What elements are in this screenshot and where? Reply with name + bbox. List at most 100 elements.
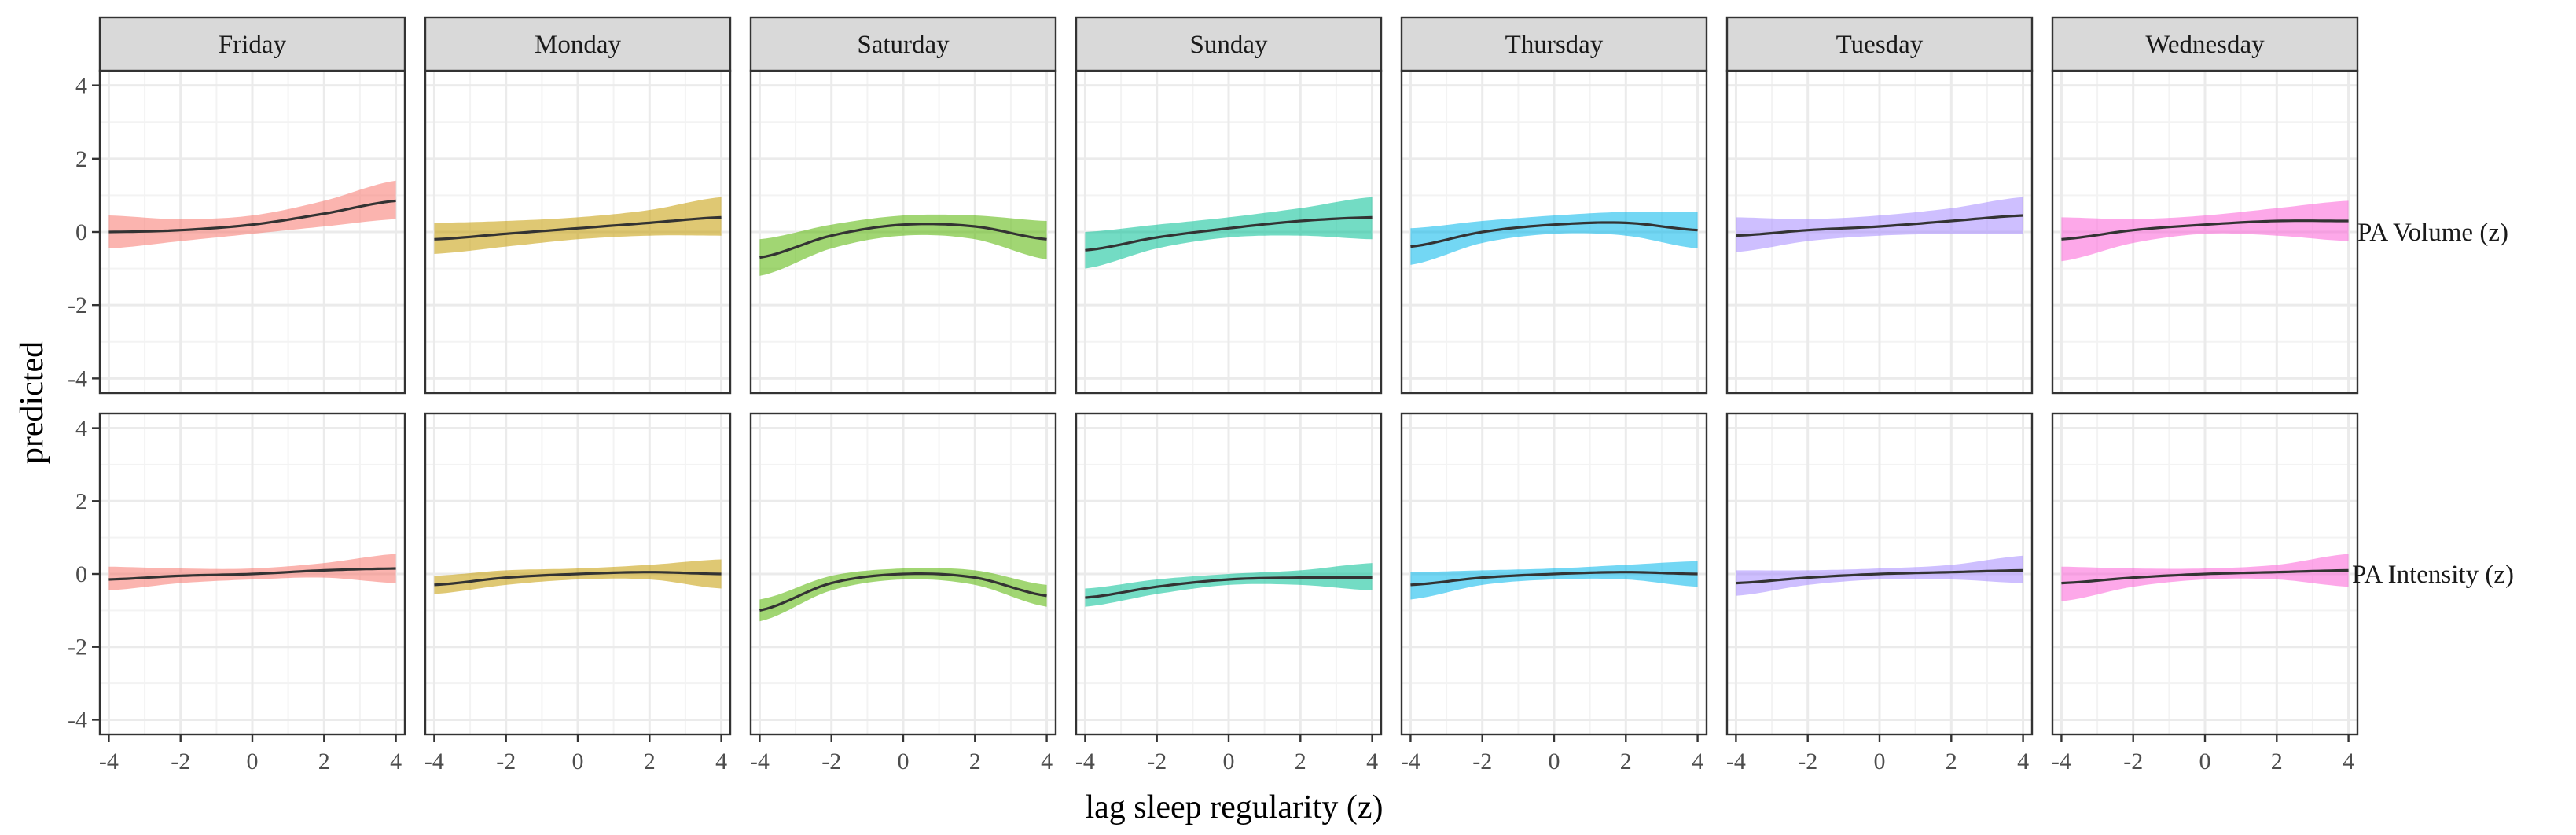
- x-tick-label: -2: [171, 749, 190, 774]
- panel-pa-intensity-z-thursday: -4 -2 0 2 4: [1400, 412, 1708, 774]
- x-tick-label: 0: [2199, 749, 2211, 774]
- facet-strip-label-wednesday: Wednesday: [2145, 31, 2265, 59]
- facet-strip-saturday: [749, 16, 1057, 72]
- fit-line-pa-intensity-z-friday: [108, 567, 396, 581]
- fit-line-pa-intensity-z-thursday: [1410, 571, 1698, 587]
- fit-line-pa-volume-z-sunday: [1085, 215, 1373, 252]
- panel-pa-volume-z-monday: Monday: [424, 16, 732, 395]
- x-tick-label: -4: [424, 749, 444, 774]
- x-tick-label: 4: [390, 749, 402, 774]
- panel-pa-intensity-z-tuesday: -4 -2 0 2 4: [1725, 412, 2034, 774]
- x-tick-label: -4: [1726, 749, 1746, 774]
- panel-pa-intensity-z-saturday: -4 -2 0 2 4: [749, 412, 1057, 774]
- y-tick-label: 4: [75, 416, 87, 442]
- x-tick-label: 4: [1041, 749, 1053, 774]
- facet-strip-label-monday: Monday: [535, 31, 621, 59]
- confidence-band-pa-volume-z-sunday: [1085, 197, 1373, 269]
- x-tick-label: 2: [318, 749, 330, 774]
- y-tick-label: 2: [75, 488, 87, 514]
- panel-pa-intensity-z-friday: -4 -2 0 2 4 -4 -2 0 2 4: [68, 412, 406, 774]
- panel-pa-intensity-z-monday: -4 -2 0 2 4: [424, 412, 732, 774]
- fit-line-pa-volume-z-monday: [434, 215, 722, 241]
- facet-strip-sunday: [1075, 16, 1383, 72]
- x-tick-label: 0: [572, 749, 584, 774]
- fit-line-pa-intensity-z-saturday: [759, 572, 1047, 612]
- confidence-band-pa-volume-z-thursday: [1410, 212, 1698, 265]
- fit-line-pa-volume-z-friday: [108, 199, 396, 234]
- x-tick-label: 4: [1366, 749, 1378, 774]
- facet-strip-wednesday: [2051, 16, 2359, 72]
- x-tick-label: 2: [644, 749, 656, 774]
- panel-pa-intensity-z-sunday: -4 -2 0 2 4: [1075, 412, 1383, 774]
- x-tick-label: 4: [1692, 749, 1703, 774]
- x-tick-label: 4: [2017, 749, 2029, 774]
- x-tick-label: -4: [1075, 749, 1095, 774]
- panel-pa-volume-z-friday: Friday -4 -2 0 2 4: [68, 16, 406, 395]
- facet-row-label-pa-volume-z: PA Volume (z): [2357, 219, 2508, 247]
- x-tick-label: -4: [1401, 749, 1420, 774]
- fit-line-pa-intensity-z-monday: [434, 571, 722, 587]
- panel-pa-volume-z-saturday: Saturday: [749, 16, 1057, 395]
- confidence-band-pa-volume-z-friday: [108, 180, 396, 248]
- confidence-band-pa-intensity-z-thursday: [1410, 561, 1698, 600]
- confidence-band-pa-intensity-z-wednesday: [2061, 554, 2349, 601]
- x-tick-label: -4: [99, 749, 119, 774]
- fit-line-pa-intensity-z-sunday: [1085, 576, 1373, 599]
- confidence-band-pa-volume-z-monday: [434, 197, 722, 254]
- y-tick-label: -4: [68, 366, 87, 392]
- facet-strip-thursday: [1400, 16, 1708, 72]
- x-tick-label: 2: [1946, 749, 1957, 774]
- facet-strip-monday: [424, 16, 732, 72]
- panel-pa-volume-z-wednesday: Wednesday: [2051, 16, 2359, 395]
- facet-strip-label-sunday: Sunday: [1190, 31, 1269, 59]
- panel-pa-intensity-z-wednesday: -4 -2 0 2 4: [2051, 412, 2359, 774]
- x-tick-label: 0: [247, 749, 259, 774]
- confidence-band-pa-intensity-z-saturday: [759, 568, 1047, 622]
- y-tick-label: -4: [68, 707, 87, 733]
- x-tick-label: -2: [1472, 749, 1492, 774]
- y-tick-label: 2: [75, 146, 87, 172]
- x-tick-label: 2: [2271, 749, 2283, 774]
- confidence-band-pa-volume-z-tuesday: [1736, 197, 2023, 252]
- facet-row-label-pa-intensity-z: PA Intensity (z): [2352, 561, 2514, 589]
- fit-line-pa-intensity-z-tuesday: [1736, 568, 2023, 585]
- x-tick-label: 4: [715, 749, 727, 774]
- confidence-band-pa-volume-z-saturday: [759, 214, 1047, 276]
- y-tick-label: -2: [68, 635, 87, 660]
- fit-line-pa-volume-z-thursday: [1410, 221, 1698, 248]
- x-tick-label: -2: [496, 749, 516, 774]
- y-tick-label: -2: [68, 292, 87, 318]
- panel-pa-volume-z-sunday: Sunday: [1075, 16, 1383, 395]
- confidence-band-pa-intensity-z-tuesday: [1736, 555, 2023, 596]
- x-tick-label: 0: [1223, 749, 1235, 774]
- x-tick-label: 2: [1620, 749, 1632, 774]
- x-axis-title: lag sleep regularity (z): [1086, 789, 1384, 826]
- facet-strip-label-thursday: Thursday: [1505, 31, 1604, 59]
- y-tick-label: 4: [75, 73, 87, 99]
- x-tick-label: -4: [2052, 749, 2071, 774]
- confidence-band-pa-intensity-z-sunday: [1085, 563, 1373, 607]
- fit-line-pa-intensity-z-wednesday: [2061, 568, 2349, 585]
- fit-line-pa-volume-z-wednesday: [2061, 219, 2349, 241]
- y-tick-label: 0: [75, 561, 87, 587]
- x-tick-label: 0: [1549, 749, 1560, 774]
- facet-strip-friday: [98, 16, 406, 72]
- facet-strip-label-saturday: Saturday: [857, 31, 950, 59]
- confidence-band-pa-intensity-z-monday: [434, 559, 722, 594]
- x-tick-label: -4: [750, 749, 770, 774]
- x-tick-label: 0: [1874, 749, 1886, 774]
- panel-pa-volume-z-thursday: Thursday: [1400, 16, 1708, 395]
- facet-strip-label-friday: Friday: [219, 31, 287, 59]
- fit-line-pa-volume-z-tuesday: [1736, 214, 2023, 237]
- x-tick-label: -2: [1147, 749, 1167, 774]
- facet-strip-label-tuesday: Tuesday: [1836, 31, 1924, 59]
- y-axis-title: predicted: [14, 341, 50, 464]
- confidence-band-pa-intensity-z-friday: [108, 554, 396, 590]
- confidence-band-pa-volume-z-wednesday: [2061, 200, 2349, 262]
- x-tick-label: -2: [1798, 749, 1817, 774]
- fit-line-pa-volume-z-saturday: [759, 223, 1047, 259]
- y-tick-label: 0: [75, 219, 87, 245]
- x-tick-label: -2: [821, 749, 841, 774]
- facet-strip-tuesday: [1725, 16, 2034, 72]
